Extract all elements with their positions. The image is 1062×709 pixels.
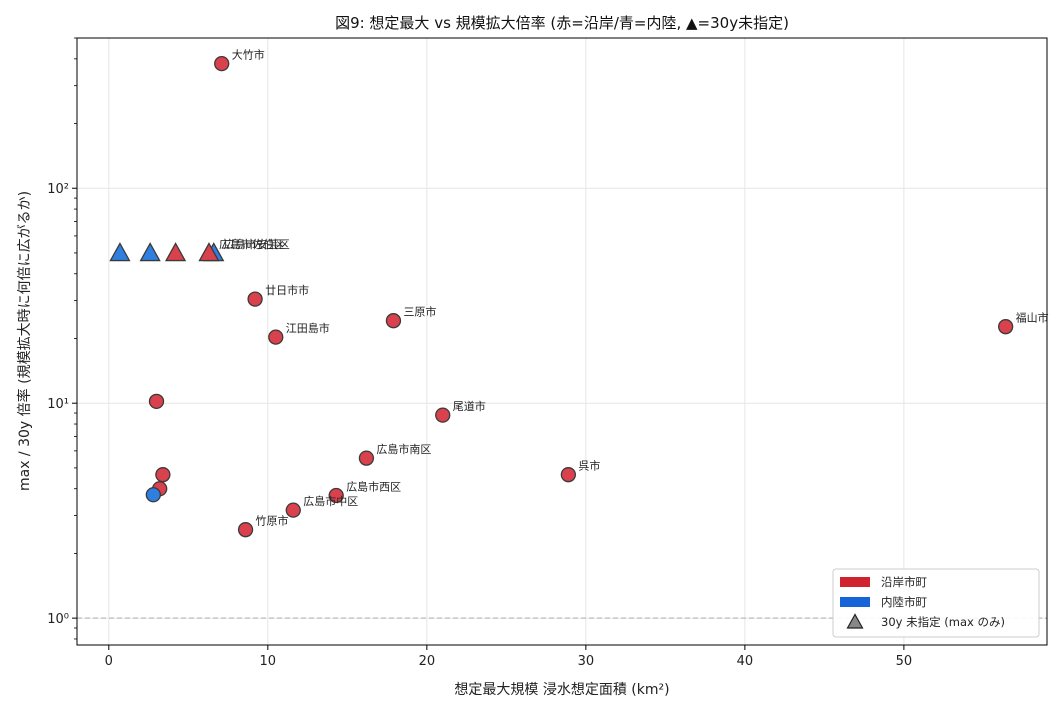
legend-triangle-marker — [846, 613, 864, 629]
data-point-label: 廿日市市 — [265, 283, 309, 297]
data-point-triangle — [109, 242, 131, 262]
data-point-label: 江田島市 — [286, 321, 330, 335]
data-point — [214, 55, 230, 72]
x-tick-label: 30 — [578, 654, 595, 669]
axis-ticks: 0 10 20 30 40 50 10⁰ 10¹ 10² — [47, 37, 913, 669]
legend-box — [832, 568, 1040, 638]
data-point — [145, 487, 161, 503]
data-point-label: 福山市 — [1016, 311, 1049, 325]
data-point — [560, 467, 577, 483]
x-tick-label: 40 — [737, 654, 754, 669]
data-points — [109, 55, 1014, 538]
data-point-triangle — [198, 242, 220, 262]
legend-label: 内陸市町 — [881, 595, 927, 609]
data-point-triangle — [139, 242, 161, 262]
data-point — [358, 450, 375, 466]
data-point — [237, 522, 254, 538]
data-point-label: 広島市佐伯区 — [219, 237, 285, 251]
plot-frame — [76, 37, 1048, 646]
data-point-label: 呉市 — [578, 459, 600, 473]
data-point-label: 広島市西区 — [346, 480, 401, 494]
legend-label: 30y 未指定 (max のみ) — [881, 615, 1005, 629]
data-point-label: 竹原市 — [256, 514, 289, 528]
data-point-label: 三原市 — [403, 305, 436, 319]
data-point — [268, 329, 284, 345]
x-tick-label: 0 — [105, 654, 113, 669]
data-point — [285, 502, 301, 518]
data-point-triangle — [164, 242, 187, 262]
x-tick-label: 20 — [419, 654, 436, 669]
data-point-label: 広島市南区 — [376, 442, 431, 456]
legend-swatch — [840, 597, 870, 607]
legend-swatch — [840, 577, 870, 587]
data-point — [435, 407, 451, 423]
data-point — [155, 467, 171, 483]
data-point-label: 広島市中区 — [303, 494, 358, 508]
x-axis-label: 想定最大規模 浸水想定面積 (km²) — [454, 682, 669, 698]
data-point — [148, 393, 165, 409]
x-tick-label: 10 — [260, 654, 277, 669]
data-point — [247, 291, 263, 307]
y-tick-label: 10¹ — [47, 397, 69, 412]
chart-title: 図9: 想定最大 vs 規模拡大倍率 (赤=沿岸/青=内陸, ▲=30y未指定) — [335, 14, 789, 32]
y-tick-label: 10⁰ — [47, 612, 69, 627]
data-point-label: 大竹市 — [232, 48, 265, 62]
data-point — [328, 487, 344, 504]
y-tick-label: 10² — [47, 182, 69, 197]
data-point — [385, 313, 402, 329]
data-point — [998, 319, 1014, 335]
data-point-label: 尾道市 — [453, 399, 486, 413]
legend-label: 沿岸市町 — [881, 575, 927, 589]
data-point-label: 広島市安芸区 — [224, 237, 290, 251]
y-axis-label: max / 30y 倍率 (規模拡大時に何倍に広がるか) — [16, 191, 33, 491]
x-tick-label: 50 — [896, 654, 913, 669]
